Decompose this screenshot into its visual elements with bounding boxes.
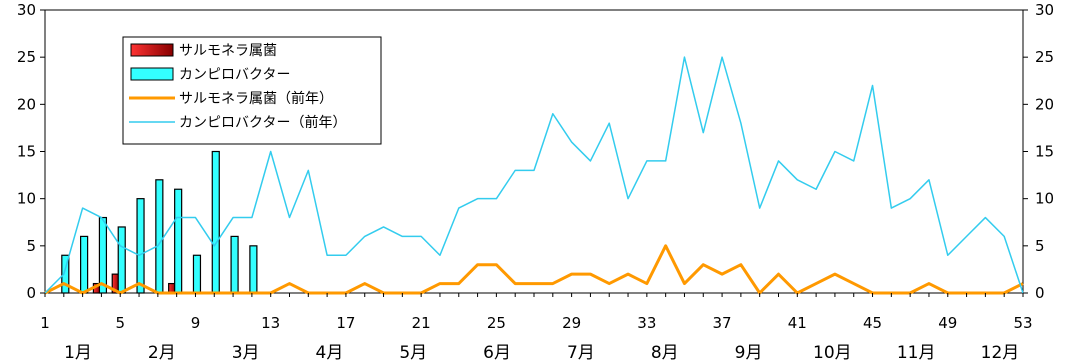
x-tick-label: 21 bbox=[412, 314, 431, 332]
salmonella-prev-year-line bbox=[44, 244, 1024, 295]
y-tick-label-right: 10 bbox=[1035, 190, 1054, 208]
x-tick-label: 33 bbox=[637, 314, 656, 332]
y-tick-label-left: 25 bbox=[17, 48, 36, 66]
y-tick-label-right: 5 bbox=[1035, 237, 1045, 255]
campylobacter-bar bbox=[192, 254, 202, 294]
campylobacter-bar bbox=[249, 245, 258, 294]
month-label: 12月 bbox=[981, 343, 1020, 362]
legend-label: カンピロバクター（前年） bbox=[179, 114, 346, 131]
month-label: 6月 bbox=[483, 343, 511, 362]
x-tick-label: 41 bbox=[788, 314, 807, 332]
y-tick-label-right: 30 bbox=[1035, 1, 1054, 19]
month-label: 2月 bbox=[148, 343, 176, 362]
y-tick-label-left: 5 bbox=[26, 237, 36, 255]
y-tick-label-left: 15 bbox=[17, 143, 36, 161]
campylobacter-bar bbox=[80, 235, 89, 294]
legend-label: サルモネラ属菌 bbox=[179, 43, 277, 59]
x-tick-label: 1 bbox=[40, 314, 50, 332]
legend-swatch bbox=[130, 67, 174, 81]
month-label: 11月 bbox=[897, 343, 936, 362]
y-tick-label-right: 0 bbox=[1035, 284, 1045, 302]
campylobacter-bar bbox=[155, 179, 164, 294]
y-tick-label-left: 20 bbox=[17, 95, 36, 113]
month-label: 3月 bbox=[232, 343, 260, 362]
campylobacter-prev-year-line bbox=[44, 56, 1024, 294]
campylobacter-bar bbox=[61, 254, 70, 294]
x-tick-label: 45 bbox=[863, 314, 882, 332]
y-tick-label-left: 10 bbox=[17, 190, 36, 208]
y-tick-label-right: 25 bbox=[1035, 48, 1054, 66]
x-tick-label: 5 bbox=[115, 314, 125, 332]
campylobacter-bar bbox=[117, 226, 126, 294]
campylobacter-bar bbox=[136, 198, 145, 294]
lines bbox=[44, 56, 1024, 295]
x-tick-label: 13 bbox=[261, 314, 280, 332]
campylobacter-bar bbox=[211, 150, 220, 294]
x-tick-label: 49 bbox=[938, 314, 957, 332]
campylobacter-bar bbox=[174, 188, 183, 294]
y-tick-label-left: 0 bbox=[26, 284, 36, 302]
legend-swatch bbox=[130, 43, 174, 57]
y-tick-label-right: 20 bbox=[1035, 95, 1054, 113]
month-label: 8月 bbox=[651, 343, 679, 362]
month-label: 10月 bbox=[813, 343, 852, 362]
month-label: 9月 bbox=[735, 343, 763, 362]
month-label: 1月 bbox=[64, 343, 92, 362]
x-tick-label: 53 bbox=[1013, 314, 1032, 332]
axes bbox=[40, 9, 1028, 297]
legend-label: カンピロバクター bbox=[179, 67, 290, 83]
x-tick-label: 29 bbox=[562, 314, 581, 332]
y-tick-label-left: 30 bbox=[17, 1, 36, 19]
month-label: 7月 bbox=[567, 343, 595, 362]
x-tick-label: 9 bbox=[191, 314, 201, 332]
campylobacter-bar bbox=[230, 235, 239, 294]
campylobacter-bar bbox=[98, 216, 108, 294]
legend-label: サルモネラ属菌（前年） bbox=[179, 90, 333, 107]
month-label: 4月 bbox=[316, 343, 344, 362]
x-tick-label: 37 bbox=[713, 314, 732, 332]
x-tick-label: 17 bbox=[336, 314, 355, 332]
y-tick-label-right: 15 bbox=[1035, 143, 1054, 161]
x-tick-label: 25 bbox=[487, 314, 506, 332]
month-label: 5月 bbox=[399, 343, 427, 362]
